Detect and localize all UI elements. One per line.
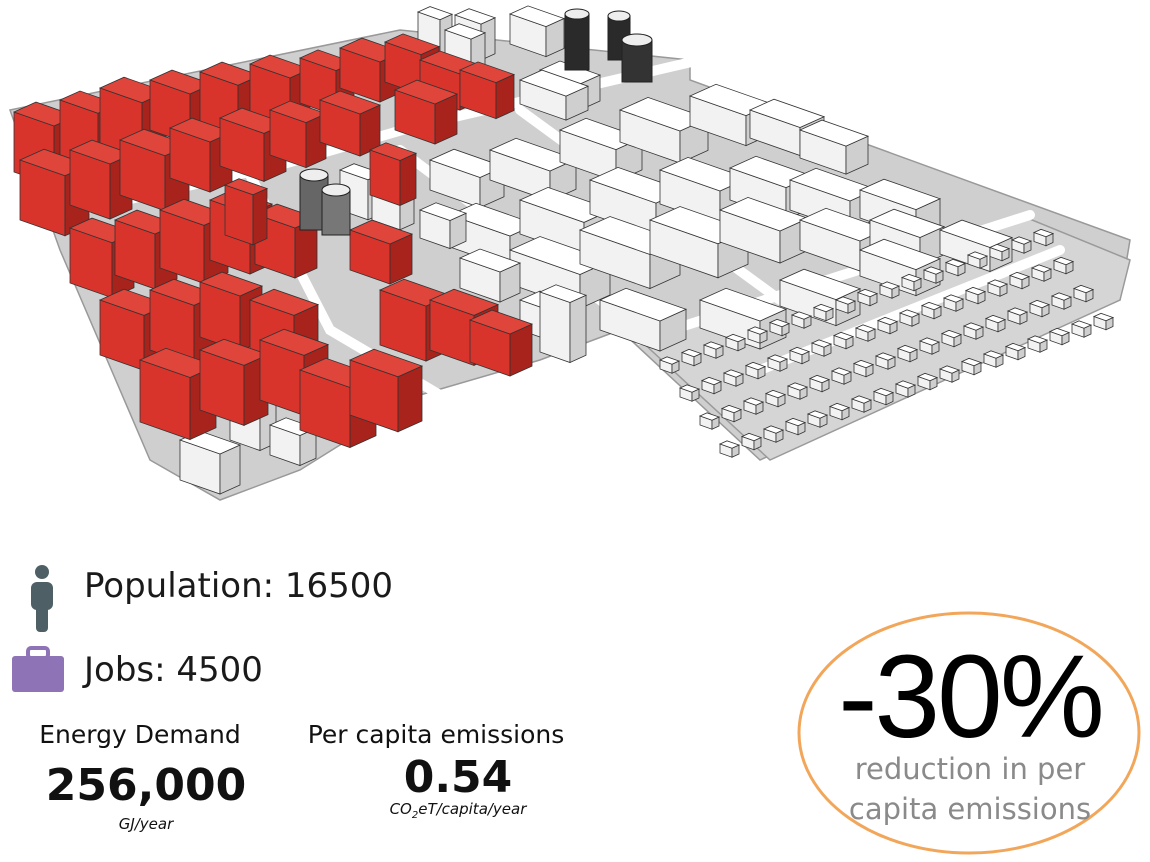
population-label: Population: 16500 [84,566,394,606]
white-buildings [178,5,1115,495]
emissions-value: 0.54 [403,752,513,803]
reduction-text-line2: capita emissions [848,792,1092,826]
emissions-unit: CO2eT/capita/year [300,800,616,821]
energy-demand-value: 256,000 [45,760,247,811]
person-icon [31,565,53,632]
reduction-percent: -30% [838,631,1104,763]
emissions-unit-suffix: eT/capita/year [418,800,527,818]
emissions-unit-subscript: 2 [411,810,419,821]
city-massing-illustration [9,5,1131,501]
energy-demand-title: Energy Demand [39,720,241,749]
reduction-text-line1: reduction in per [854,752,1086,786]
highlighted-red-buildings [12,33,534,449]
cylinder-towers [299,8,653,236]
jobs-label: Jobs: 4500 [84,650,263,690]
energy-demand-unit: GJ/year [118,815,174,833]
emissions-title: Per capita emissions [307,720,565,749]
emissions-unit-prefix: CO [389,800,412,818]
briefcase-icon [12,646,64,692]
reduction-badge-outline [797,611,1141,855]
